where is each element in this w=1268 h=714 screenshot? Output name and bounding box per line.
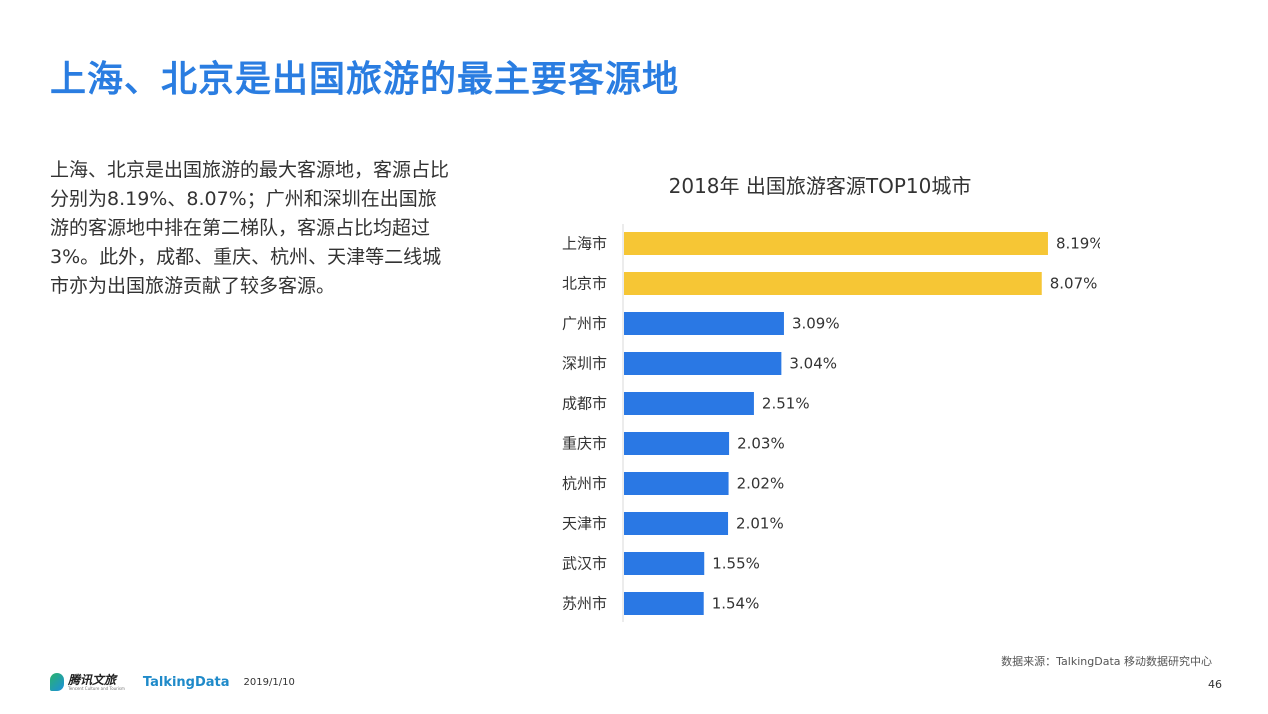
- value-label: 2.03%: [737, 435, 785, 453]
- category-label: 天津市: [562, 515, 607, 533]
- value-label: 1.55%: [712, 555, 760, 573]
- category-label: 武汉市: [562, 555, 607, 573]
- value-label: 8.19%: [1056, 235, 1100, 253]
- bar: [624, 392, 754, 415]
- page-title: 上海、北京是出国旅游的最主要客源地: [50, 59, 680, 100]
- bar: [624, 312, 784, 335]
- page-number: 46: [1208, 678, 1222, 691]
- data-source: 数据来源：TalkingData 移动数据研究中心: [1001, 655, 1212, 668]
- value-label: 1.54%: [712, 595, 760, 613]
- value-label: 2.51%: [762, 395, 810, 413]
- chart-title: 2018年 出国旅游客源TOP10城市: [668, 174, 972, 198]
- bar: [624, 472, 729, 495]
- bar: [624, 512, 729, 535]
- logo-en-text: Tencent Culture and Tourism: [68, 685, 125, 691]
- category-label: 苏州市: [562, 595, 607, 613]
- footer-brand: 腾讯文旅 Tencent Culture and Tourism Talking…: [50, 671, 295, 693]
- category-label: 重庆市: [562, 435, 607, 453]
- value-label: 2.02%: [737, 475, 785, 493]
- tencent-travel-logo-icon: [50, 673, 64, 691]
- category-label: 北京市: [562, 275, 607, 293]
- category-label: 上海市: [562, 235, 607, 253]
- category-label: 杭州市: [562, 475, 607, 493]
- value-label: 2.01%: [736, 515, 784, 533]
- description-text: 上海、北京是出国旅游的最大客源地，客源占比分别为8.19%、8.07%；广州和深…: [50, 159, 450, 297]
- bar: [624, 352, 782, 375]
- footer-date: 2019/1/10: [243, 676, 295, 688]
- bar: [624, 592, 704, 615]
- logo-cn-text: 腾讯文旅: [68, 672, 117, 687]
- bar: [624, 232, 1048, 255]
- tencent-travel-logo: 腾讯文旅 Tencent Culture and Tourism: [68, 674, 125, 691]
- bar: [624, 272, 1042, 295]
- category-label: 成都市: [562, 395, 607, 413]
- bar: [624, 432, 730, 455]
- talkingdata-logo: TalkingData: [142, 674, 230, 690]
- bar: [624, 552, 705, 575]
- value-label: 3.04%: [789, 355, 837, 373]
- category-label: 深圳市: [562, 355, 607, 373]
- category-label: 广州市: [562, 315, 607, 333]
- value-label: 3.09%: [792, 315, 840, 333]
- bar-chart: 上海市 8.19% 北京市 8.07% 广州市 3.09% 深圳市 3.04% 成都市 2.51%…: [562, 224, 1100, 622]
- value-label: 8.07%: [1050, 275, 1098, 293]
